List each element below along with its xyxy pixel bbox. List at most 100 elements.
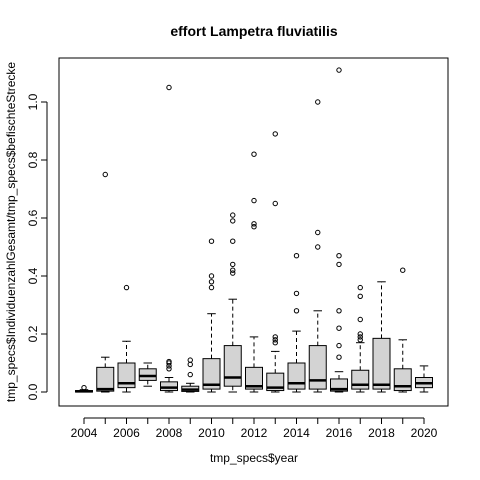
outlier-point-2011-4 <box>230 218 236 224</box>
box-2014 <box>287 253 306 393</box>
outlier-point-2008-0 <box>166 366 172 372</box>
box-2009 <box>181 357 200 393</box>
outlier-point-2016-4 <box>336 261 342 268</box>
outlier-point-2013-2 <box>272 334 278 340</box>
outlier-point-2017-4 <box>357 293 363 299</box>
outlier-point-2016-1 <box>336 342 342 349</box>
box-2020 <box>415 365 433 393</box>
outlier-point-2016-2 <box>336 325 342 331</box>
outlier-point-2015-0 <box>315 244 321 250</box>
outlier-point-2004-0 <box>81 384 87 391</box>
outlier-point-2013-4 <box>272 131 278 137</box>
outlier-point-2017-2 <box>357 331 363 337</box>
box-2015 <box>308 99 327 393</box>
x-tick-label-2014: 2014 <box>283 426 310 440</box>
box-iqr-2008 <box>160 381 178 392</box>
outlier-point-2010-0 <box>208 284 215 291</box>
chart-title: effort Lampetra fluviatilis <box>170 23 337 39</box>
outlier-point-2017-5 <box>357 284 363 291</box>
outlier-point-2011-3 <box>230 238 236 244</box>
box-2019 <box>393 267 412 393</box>
outlier-point-2016-0 <box>336 354 342 360</box>
x-tick-label-2012: 2012 <box>241 426 268 440</box>
y-tick-label-3: 0.6 <box>26 209 40 226</box>
box-2017 <box>351 284 370 393</box>
plot-frame <box>58 57 449 407</box>
x-axis-label: tmp_specs$year <box>210 451 298 465</box>
outlier-point-2012-3 <box>251 151 257 157</box>
outlier-point-2014-2 <box>293 253 300 259</box>
outlier-point-2005-0 <box>102 171 108 178</box>
outlier-point-2012-1 <box>251 221 257 227</box>
outlier-point-2011-2 <box>230 261 236 268</box>
outlier-point-2010-2 <box>208 273 215 279</box>
box-2016 <box>330 67 348 393</box>
outlier-point-2006-0 <box>123 284 130 291</box>
y-axis: 0.0 0.2 0.4 0.6 0.8 1.0 <box>26 93 48 400</box>
x-axis: 2004 2006 2008 2010 2012 2014 2016 2018 2020 <box>71 417 438 440</box>
x-tick-label-2006: 2006 <box>113 426 140 440</box>
outlier-point-2017-1 <box>357 334 363 340</box>
outlier-point-2008-3 <box>166 358 172 365</box>
chart-title-prefix: effort <box>170 23 206 39</box>
y-axis-label: tmp_specs$IndividuenzahlGesamt/tmp_specs… <box>4 62 18 403</box>
box-iqr-2010 <box>202 358 221 390</box>
outlier-point-2013-1 <box>272 337 278 343</box>
y-tick-label-5: 1.0 <box>26 93 40 110</box>
outlier-point-2009-2 <box>187 357 193 363</box>
outlier-point-2011-1 <box>230 267 236 273</box>
box-iqr-2006 <box>117 362 136 389</box>
box-iqr-2005 <box>96 366 115 392</box>
x-tick-label-2010: 2010 <box>198 426 225 440</box>
outlier-point-2017-3 <box>357 316 363 323</box>
box-2005 <box>96 171 115 393</box>
outlier-point-2016-5 <box>336 253 342 259</box>
outlier-point-2019-0 <box>400 267 406 273</box>
outlier-point-2016-3 <box>336 308 342 314</box>
outlier-point-2011-0 <box>230 270 236 276</box>
x-tick-label-2008: 2008 <box>156 426 183 440</box>
outlier-point-2012-0 <box>251 224 257 230</box>
box-iqr-2013 <box>266 372 285 392</box>
y-tick-label-2: 0.4 <box>26 267 40 284</box>
box-2006 <box>117 284 136 393</box>
x-tick-label-2018: 2018 <box>368 426 395 440</box>
y-tick-label-0: 0.0 <box>26 383 40 400</box>
box-2013 <box>266 131 285 393</box>
outlier-point-2012-2 <box>251 197 257 204</box>
box-iqr-2014 <box>287 362 306 390</box>
box-iqr-2011 <box>223 345 242 387</box>
box-2011 <box>223 212 242 393</box>
outlier-point-2014-0 <box>293 308 300 314</box>
outlier-point-2008-4 <box>166 84 172 91</box>
outlier-point-2013-0 <box>272 340 278 346</box>
outlier-point-2013-3 <box>272 200 278 207</box>
box-2004 <box>75 384 93 393</box>
outlier-point-2010-1 <box>208 279 215 285</box>
box-iqr-2017 <box>351 369 370 390</box>
chart-title-species: Lampetra fluviatilis <box>210 23 338 39</box>
box-2007 <box>138 362 157 387</box>
outlier-point-2016-6 <box>336 67 342 73</box>
outlier-point-2015-1 <box>315 229 321 236</box>
outlier-point-2017-0 <box>357 337 363 343</box>
box-2010 <box>202 238 221 393</box>
box-2012 <box>245 151 263 393</box>
outlier-point-2011-5 <box>230 212 236 218</box>
y-tick-label-1: 0.2 <box>26 325 40 342</box>
outlier-point-2009-1 <box>187 361 193 368</box>
box-2018 <box>372 281 391 393</box>
outlier-point-2009-0 <box>187 371 193 378</box>
box-iqr-2007 <box>138 368 157 381</box>
box-iqr-2018 <box>372 337 391 390</box>
outlier-point-2014-1 <box>293 290 300 297</box>
outlier-point-2015-2 <box>315 99 321 105</box>
outlier-point-2010-3 <box>208 238 215 244</box>
box-iqr-2012 <box>245 366 263 390</box>
x-tick-label-2020: 2020 <box>411 426 438 440</box>
box-iqr-2015 <box>308 345 327 390</box>
boxes-group <box>75 67 433 393</box>
x-tick-label-2016: 2016 <box>326 426 353 440</box>
y-tick-label-4: 0.8 <box>26 151 40 168</box>
